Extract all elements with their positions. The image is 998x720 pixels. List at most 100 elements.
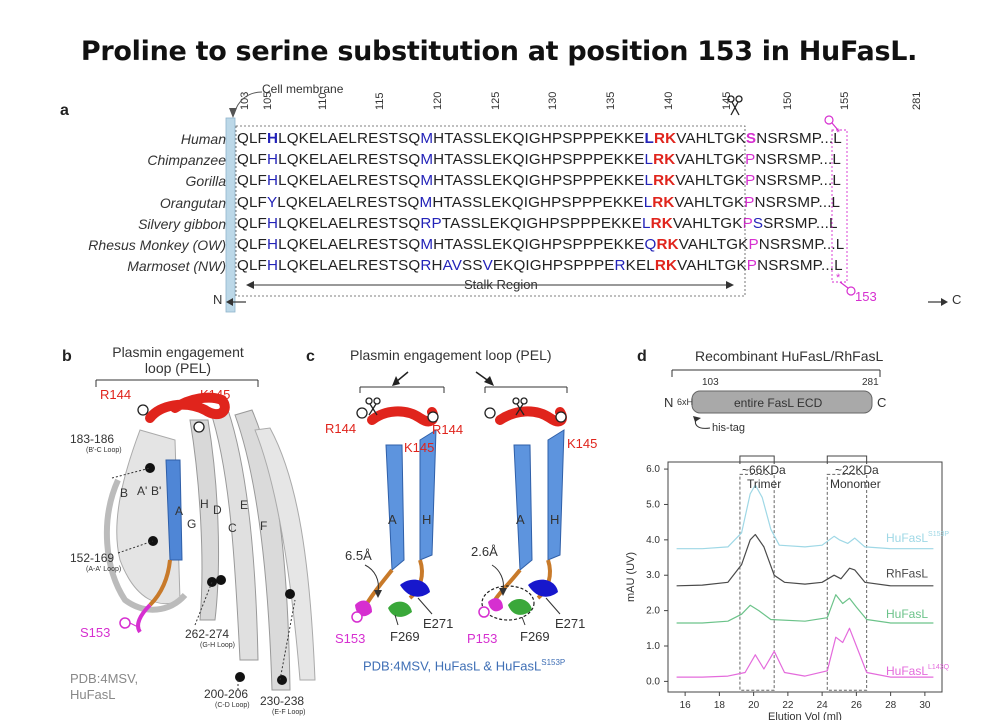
- position-153-label: 153: [855, 289, 877, 304]
- c-terminus-label: C: [952, 292, 962, 307]
- panel-c-strand-a-right: A: [516, 512, 525, 527]
- series-line: [676, 627, 934, 678]
- strand-label-c: C: [228, 521, 237, 535]
- strand-a-blue: [165, 459, 183, 561]
- species-label: Chimpanzee: [147, 152, 226, 169]
- loop-230-238-sub: (E-F Loop): [272, 709, 306, 716]
- strand-a-right: [513, 444, 533, 572]
- n-terminus-label: N: [213, 292, 223, 307]
- panel-b-structure: [95, 379, 316, 691]
- monomer-bracket: [826, 455, 868, 464]
- panel-c-p153: P153: [467, 631, 498, 646]
- panel-b-r144: R144: [100, 387, 132, 402]
- stalk-arrowhead-right: [726, 281, 734, 289]
- loop-152-169-sub: (A-A' Loop): [86, 566, 122, 573]
- species-label: Gorilla: [185, 173, 226, 190]
- panel-d-construct: [671, 369, 881, 429]
- panel-c-caption-text: PDB:4MSV, HuFasL & HuFasL: [363, 658, 542, 674]
- scissors-icon-c-left: [365, 397, 381, 416]
- y-tick-label: 0.0: [646, 676, 660, 687]
- svg-text:*: *: [836, 127, 841, 139]
- x-axis-label: Elution Vol (ml): [768, 711, 842, 720]
- series-label: HuFasLS153P: [886, 531, 949, 545]
- panel-c-distance-left: 6.5Å: [345, 548, 372, 563]
- loop-200-206-sub: (C-D Loop): [215, 702, 250, 709]
- sequence-row: QLFHLQKELAELRESTSQRPTASSLEKQIGHPSPPPEKKE…: [237, 214, 838, 232]
- construct-his-tag: his-tag: [712, 422, 746, 434]
- x-tick-label: 22: [782, 700, 794, 711]
- membrane-arrowhead: [229, 108, 237, 118]
- panel-c-label: c: [306, 348, 315, 365]
- y-tick-label: 1.0: [646, 641, 660, 652]
- strand-label-h: H: [200, 497, 209, 511]
- panel-c-distance-right: 2.6Å: [471, 544, 498, 559]
- svg-text:*: *: [836, 272, 841, 284]
- panel-d-label: d: [637, 348, 647, 365]
- species-label: Human: [180, 131, 226, 147]
- loop-152-169: 152-169: [70, 551, 115, 565]
- panel-c-f269-left: F269: [390, 629, 420, 644]
- scissors-icon-a: [727, 95, 743, 116]
- loop-262-274-sub: (G-H Loop): [200, 642, 236, 649]
- panel-c-strand-h-left: H: [422, 512, 432, 527]
- loop-183-186-sub: (B'-C Loop): [86, 447, 122, 454]
- construct-title: Recombinant HuFasL/RhFasL: [695, 348, 884, 364]
- y-tick-label: 5.0: [646, 499, 660, 510]
- strand-h-left: [419, 429, 437, 561]
- sequence-row: QLFHLQKELAELRESTSQMHTASSLEKQIGHPSPPPEKKE…: [237, 236, 845, 253]
- strand-label-e: E: [240, 498, 249, 512]
- x-tick-label: 28: [885, 700, 897, 711]
- x-tick-label: 18: [714, 700, 726, 711]
- monomer-label: Monomer: [830, 477, 881, 491]
- panel-b-pel-label: Plasmin engagement loop (PEL): [112, 344, 244, 376]
- sec-chart: 16 18 20 22 24 26 28 30 0.0 1.0 2.0 3.0 4.0 5.0 6.0 Elu…: [625, 455, 950, 720]
- series-label: HuFasL: [886, 607, 928, 621]
- pin-top-icon: [824, 115, 834, 125]
- ecd-bar: [691, 390, 873, 414]
- x-tick-label: 20: [748, 700, 760, 711]
- panel-b-protein: HuFasL: [70, 687, 116, 702]
- figure-title: Proline to serine substitution at positi…: [80, 36, 918, 67]
- plot-frame: [667, 461, 943, 693]
- pel-loop-red: [145, 392, 230, 423]
- panel-c-f269-right: F269: [520, 629, 550, 644]
- sequence-row: QLFHLQKELAELRESTSQMHTASSLEKQIGHPSPPPEKKE…: [237, 151, 841, 169]
- sequence-row: QLFHLQKELAELRESTSQMHTASSLEKQIGHPSPPPEKKE…: [237, 172, 841, 190]
- loop-262-274: 262-274: [185, 627, 230, 641]
- panel-c-strand-a-left: A: [388, 512, 397, 527]
- loop-230-238: 230-238: [260, 694, 305, 708]
- n-arrowhead: [226, 298, 233, 306]
- panel-c-structure-right: [475, 371, 568, 626]
- membrane-arrow: [233, 91, 263, 115]
- strand-label-d: D: [213, 503, 222, 517]
- sequence-row: QLFHLQKELAELRESTSQMHTASSLEKQIGHPSPPPEKKE…: [237, 130, 842, 147]
- panel-c-k145-right: K145: [567, 436, 598, 451]
- sequence-row: QLFYLQKELAELRESTSQMHTASSLEKQIGHPSPPPEKKE…: [237, 193, 841, 211]
- panel-c-e271-right: E271: [555, 616, 586, 631]
- panel-b-label: b: [62, 348, 72, 365]
- panel-c-strand-h-right: H: [550, 512, 560, 527]
- panel-c-k145-left: K145: [404, 440, 435, 455]
- x-tick-label: 26: [851, 700, 863, 711]
- panel-c-s153: S153: [335, 631, 366, 646]
- construct-his: 6xH: [677, 397, 694, 407]
- y-axis-label: mAU (UV): [625, 552, 637, 602]
- strand-label-f: F: [260, 519, 268, 533]
- species-label: Marmoset (NW): [127, 258, 226, 275]
- x-tick-label: 16: [680, 700, 692, 711]
- panel-c-pel-label: Plasmin engagement loop (PEL): [350, 347, 552, 363]
- series-line: [676, 533, 934, 587]
- series-label: RhFasL: [886, 566, 928, 580]
- y-tick-label: 4.0: [646, 535, 660, 546]
- series-label: HuFasLL143Q: [886, 664, 950, 678]
- trimer-mass: ~66KDa: [742, 463, 786, 477]
- trimer-label: Trimer: [747, 477, 782, 491]
- panel-a-label: a: [60, 102, 69, 119]
- panel-b-pdb: PDB:4MSV,: [70, 671, 139, 686]
- stalk-box: [235, 125, 746, 297]
- species-label: Rhesus Monkey (OW): [88, 237, 226, 253]
- pin-bottom-icon: [846, 286, 856, 296]
- series-line: [676, 594, 934, 624]
- construct-n: N: [664, 395, 674, 410]
